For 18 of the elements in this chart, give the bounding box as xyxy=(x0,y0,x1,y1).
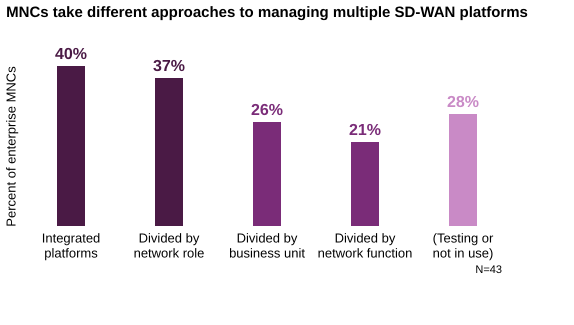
data-label: 21% xyxy=(348,122,382,139)
chart-title: MNCs take different approaches to managing multiple SD-WAN platforms xyxy=(6,4,528,21)
x-tick-label: Divided by network function xyxy=(318,230,412,260)
bar xyxy=(253,122,281,226)
bar xyxy=(155,78,183,226)
bar xyxy=(351,142,379,226)
bar xyxy=(449,114,477,226)
y-axis-title: Percent of enterprise MNCs xyxy=(4,66,18,227)
x-tick-label: Divided by network role xyxy=(134,230,204,260)
text: N=43 xyxy=(475,264,502,276)
x-tick-label: (Testing or not in use) xyxy=(432,230,494,260)
x-tick-label: Integrated platforms xyxy=(42,230,100,260)
x-tick-label: Divided by business unit xyxy=(229,230,306,260)
data-label: 40% xyxy=(54,46,88,63)
data-label: 37% xyxy=(152,58,186,75)
bar xyxy=(57,66,85,226)
data-label: 28% xyxy=(446,94,480,111)
data-label: 26% xyxy=(250,102,284,119)
